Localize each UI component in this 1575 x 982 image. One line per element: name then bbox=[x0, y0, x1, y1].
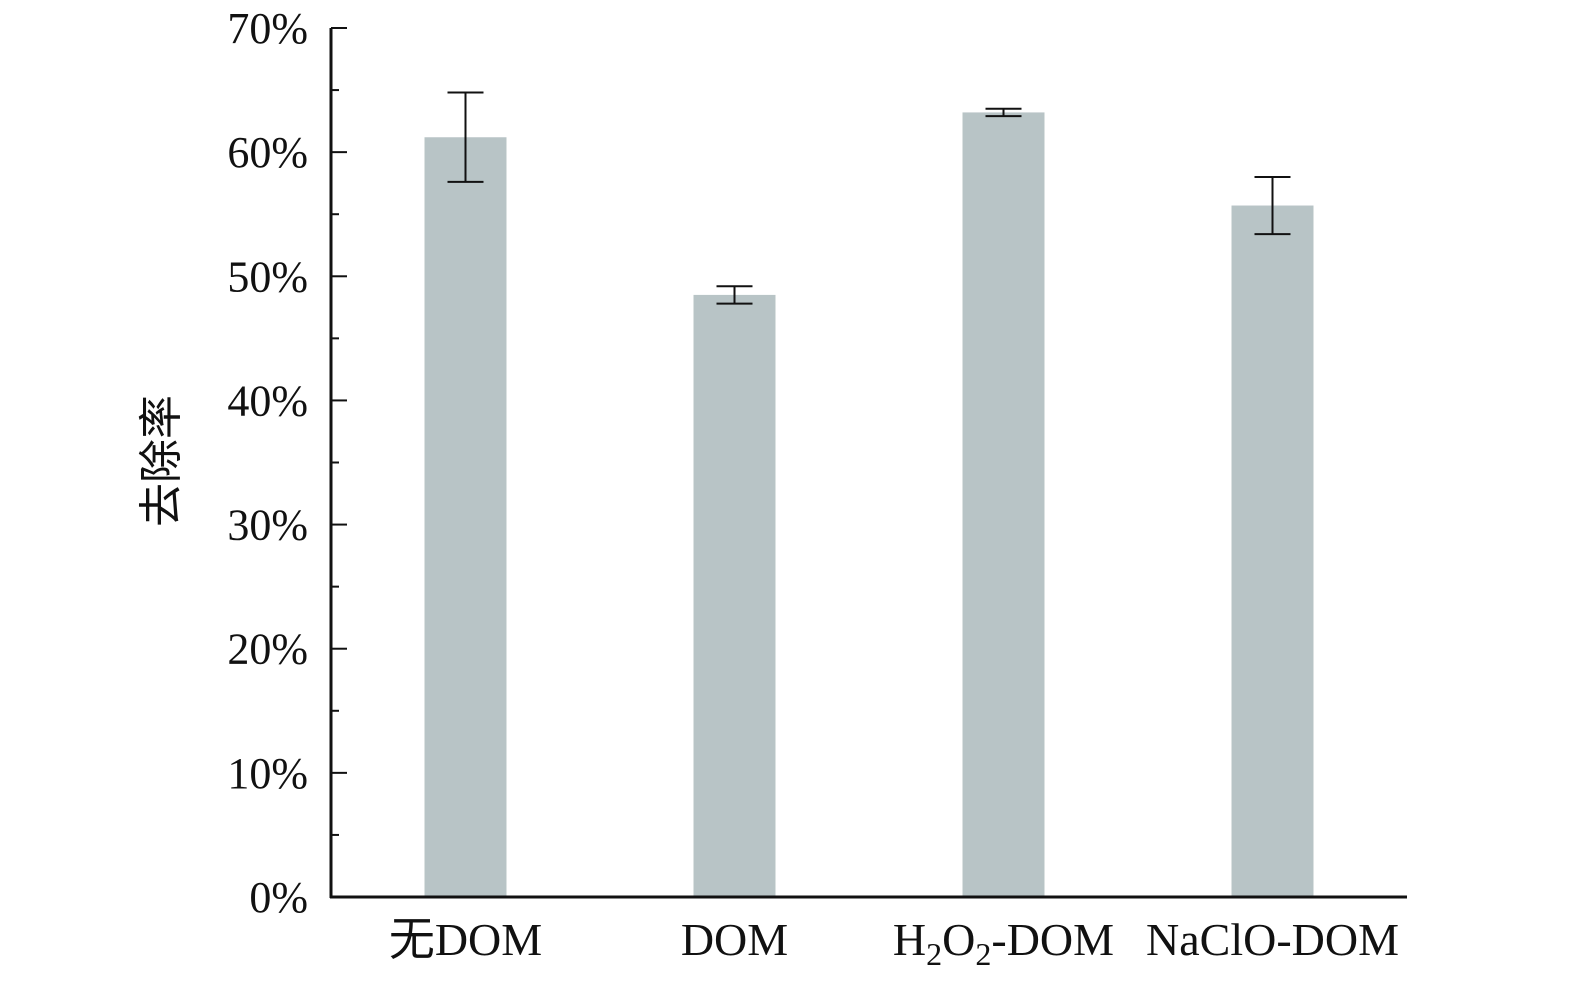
bar-1 bbox=[693, 294, 776, 898]
x-tick-label-3: NaClO-DOM bbox=[1146, 914, 1399, 965]
y-tick-label: 10% bbox=[227, 749, 308, 798]
bar-3 bbox=[1231, 205, 1314, 897]
error-bar-1 bbox=[716, 285, 753, 305]
bars-group bbox=[424, 112, 1314, 898]
bar-0 bbox=[424, 137, 507, 897]
y-tick-label: 50% bbox=[227, 252, 308, 301]
y-tick-label: 60% bbox=[227, 128, 308, 177]
y-tick-label: 30% bbox=[227, 501, 308, 550]
y-ticks-group: 0% 10% 20% 30% 40% 50% 60% 70% bbox=[227, 4, 347, 922]
y-tick-label: 20% bbox=[227, 625, 308, 674]
x-tick-label-2: H2O2-DOM bbox=[893, 914, 1114, 972]
error-bars-group bbox=[447, 91, 1291, 305]
y-tick-label: 0% bbox=[249, 873, 308, 922]
bar-2 bbox=[962, 112, 1045, 898]
error-bar-2 bbox=[985, 107, 1022, 118]
error-bar-3 bbox=[1254, 175, 1291, 236]
x-tick-label-1: DOM bbox=[681, 914, 788, 965]
x-tick-label-0: 无DOM bbox=[389, 914, 542, 965]
x-labels-group: 无DOM DOM H2O2-DOM NaClO-DOM bbox=[389, 914, 1399, 972]
y-tick-label: 70% bbox=[227, 4, 308, 53]
error-bar-0 bbox=[447, 91, 484, 183]
y-axis-title: 去除率 bbox=[136, 395, 187, 527]
y-tick-label: 40% bbox=[227, 376, 308, 425]
